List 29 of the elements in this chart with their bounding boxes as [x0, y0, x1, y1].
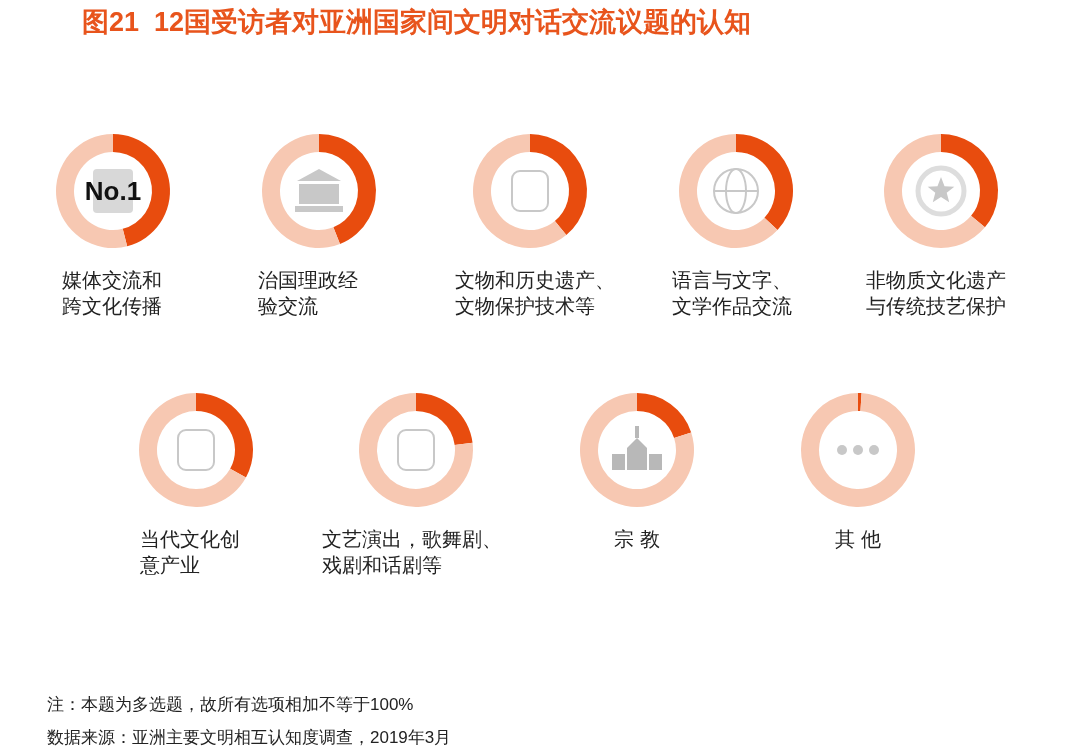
donut-slice [139, 393, 246, 507]
text: 媒体交流和跨文化传播 [62, 268, 163, 319]
text: No.1 [84, 176, 142, 206]
text: 当代文化创意产业 [140, 527, 241, 578]
donut-slice [473, 134, 567, 248]
donut-slice [637, 393, 692, 438]
donut-slice [941, 134, 998, 228]
text: 其 他 [834, 527, 882, 552]
text: 文物和历史遗产、文物保护技术等 [455, 268, 616, 319]
donut-slice [530, 134, 587, 235]
source-note: 数据来源：亚洲主要文明相互认知度调查，2019年3月 [47, 727, 452, 749]
donut-slice [679, 134, 778, 248]
donut-slice [196, 393, 253, 478]
donut-slice [801, 393, 915, 507]
text: 文艺演出，歌舞剧、戏剧和话剧等 [322, 527, 503, 578]
text: 语言与文字、文学作品交流 [672, 268, 793, 319]
donut-slice [884, 134, 985, 248]
text: 非物质文化遗产与传统技艺保护 [866, 268, 1007, 319]
donut-slice [858, 393, 862, 412]
donut-slice [416, 393, 473, 446]
text: 宗 教 [613, 527, 661, 552]
donut-slice [736, 134, 793, 231]
donut-slice [359, 393, 473, 507]
text: 治国理政经验交流 [258, 268, 359, 319]
text: 注：本题为多选题，故所有选项相加不等于100% [47, 694, 414, 716]
donut-slice [319, 134, 376, 244]
donut-slice [580, 393, 694, 507]
text: 图21 12国受访者对亚洲国家间文明对话交流议题的认知 [82, 6, 752, 39]
donut-slice [262, 134, 340, 248]
